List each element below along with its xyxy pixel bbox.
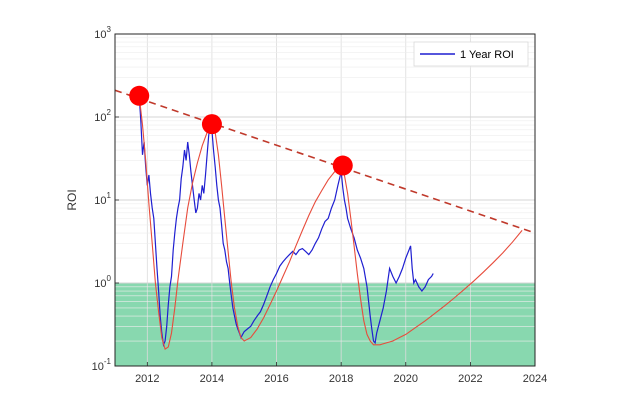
x-tick-label: 2016 (264, 373, 288, 385)
x-tick-label: 2012 (135, 373, 159, 385)
x-tick-label: 2022 (458, 373, 482, 385)
peak-marker (201, 114, 222, 135)
peak-markers (129, 85, 353, 176)
peak-marker (332, 155, 353, 176)
grid-lines (115, 34, 535, 367)
dashed-trend-line (115, 89, 535, 234)
below-one-shaded-region (115, 283, 535, 366)
x-tick-label: 2018 (329, 373, 353, 385)
y-tick-label: 101 (94, 191, 111, 207)
legend: 1 Year ROI (413, 41, 529, 67)
x-axis-ticks: 2012 2014 2016 2018 2020 2022 2024 (135, 362, 547, 385)
series-1-year-roi-line (138, 95, 434, 348)
y-axis-ticks: 10-1 100 101 102 103 (92, 25, 119, 373)
y-tick-label: 10-1 (92, 357, 112, 373)
peak-marker (129, 85, 150, 106)
x-tick-label: 2020 (394, 373, 418, 385)
legend-label-1-year-roi: 1 Year ROI (460, 49, 514, 61)
y-tick-label: 100 (94, 274, 111, 290)
series-layer (115, 89, 535, 350)
y-tick-label: 102 (94, 108, 111, 124)
x-tick-label: 2014 (200, 373, 224, 385)
y-tick-label: 103 (94, 25, 111, 41)
y-axis-label: ROI (65, 189, 79, 210)
red-fit-curve (138, 95, 523, 350)
x-tick-label: 2024 (523, 373, 547, 385)
